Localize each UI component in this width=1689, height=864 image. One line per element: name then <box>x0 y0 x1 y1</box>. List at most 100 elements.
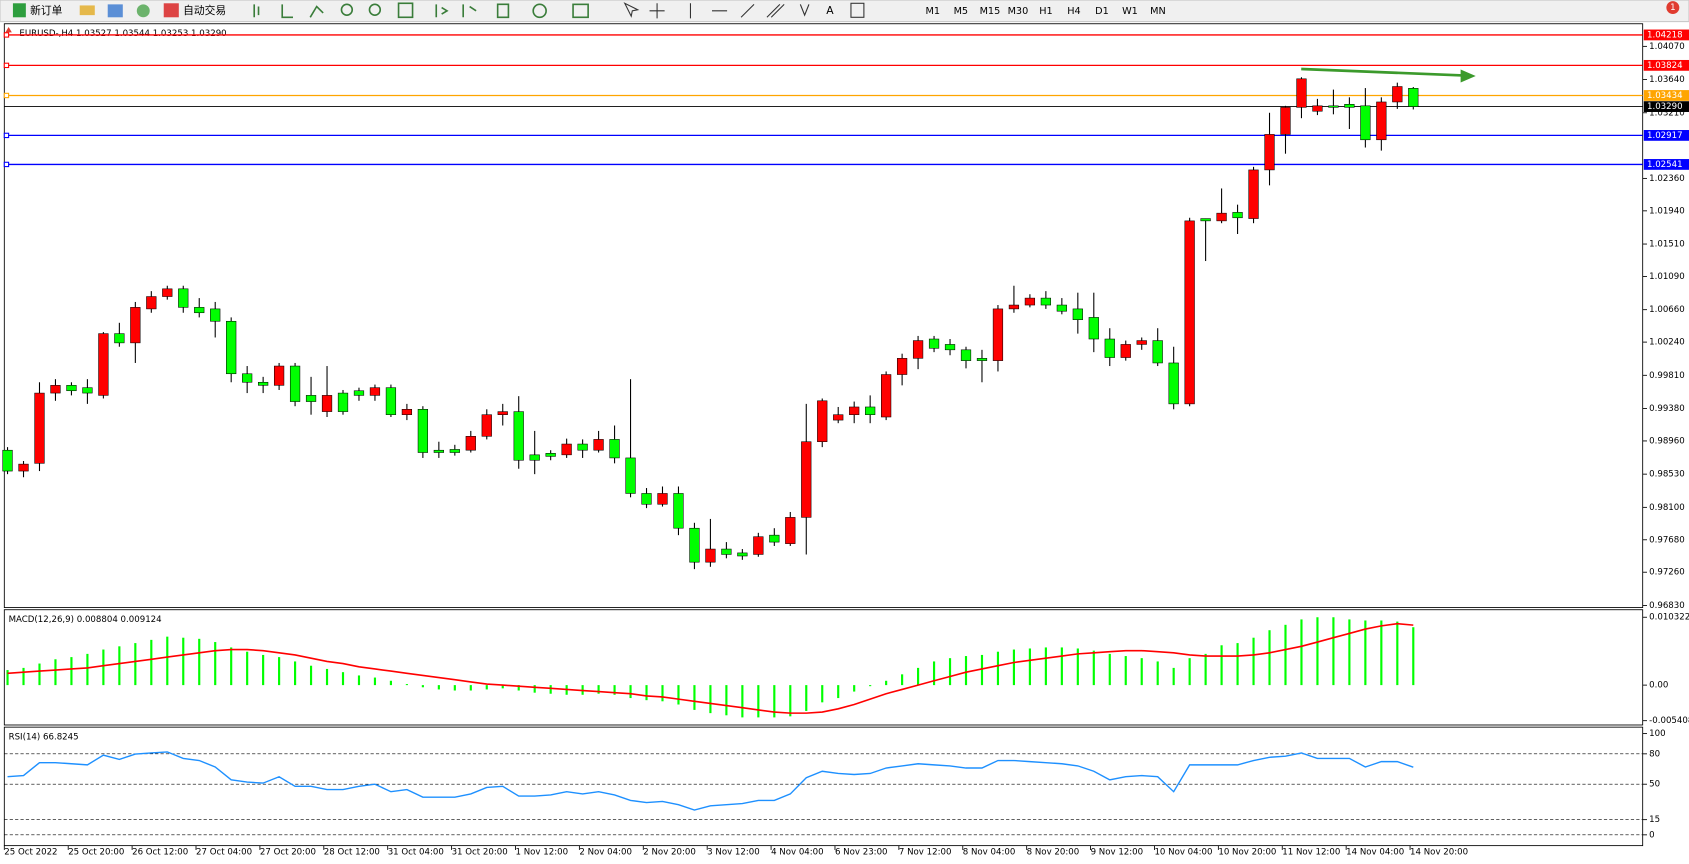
auto-trading-icon[interactable] <box>163 3 179 18</box>
macd-bar <box>1028 648 1031 686</box>
macd-bar <box>86 653 89 686</box>
macd-bar <box>453 685 456 691</box>
candle-body <box>561 443 572 456</box>
toolbar-icon[interactable] <box>136 4 150 18</box>
x-tick-label: 2 Nov 20:00 <box>643 848 696 858</box>
candle-body <box>1168 362 1179 405</box>
x-tick-label: 1 Nov 12:00 <box>515 848 568 858</box>
macd-bar <box>118 646 121 686</box>
macd-bar <box>278 657 281 686</box>
y-tick-label: 0.98530 <box>1649 470 1685 480</box>
macd-bar <box>1396 621 1399 686</box>
trend-arrow <box>1301 67 1476 83</box>
candle-body <box>769 534 780 543</box>
text-label-icon[interactable] <box>850 2 865 18</box>
macd-bar <box>533 685 536 693</box>
macd-bar <box>1364 620 1367 686</box>
timeframe-button[interactable]: H1 <box>1039 6 1052 17</box>
rsi-title: RSI(14) 66.8245 <box>9 732 79 742</box>
level-label: 1.02917 <box>1647 131 1683 141</box>
rsi-panel <box>3 726 1644 847</box>
macd-bar <box>22 667 25 686</box>
y-tick-label: 80 <box>1649 749 1660 759</box>
macd-bar <box>1412 627 1415 686</box>
chart-title: EURUSD-,H4 1.03527 1.03544 1.03253 1.032… <box>19 29 226 39</box>
timeframe-button[interactable]: M30 <box>1008 6 1029 17</box>
macd-bar <box>948 658 952 686</box>
candle-body <box>497 411 508 415</box>
x-tick-label: 28 Oct 12:00 <box>324 848 380 858</box>
tile-icon[interactable] <box>397 2 414 19</box>
zoom-in-icon[interactable] <box>340 3 354 16</box>
toolbar-icons[interactable] <box>253 2 589 19</box>
macd-bar <box>182 637 185 686</box>
macd-bar <box>6 670 9 686</box>
candle-body <box>1328 105 1339 108</box>
macd-bar <box>901 674 904 686</box>
timeframe-button[interactable]: M1 <box>926 6 941 17</box>
timeframe-button[interactable]: H4 <box>1067 6 1080 17</box>
candle-body <box>865 406 876 415</box>
auto-trading-button[interactable]: 自动交易 <box>183 4 226 17</box>
toolbar-bg <box>0 0 1689 23</box>
y-tick-label: 0.010322 <box>1649 613 1689 623</box>
text-tool-icon[interactable]: A <box>826 4 834 17</box>
candle-body <box>1264 134 1275 171</box>
candle-body <box>18 463 29 472</box>
notification-badge[interactable] <box>1666 1 1680 15</box>
timeframe-button[interactable]: D1 <box>1095 6 1109 17</box>
macd-bar <box>405 684 408 686</box>
candle-body <box>753 536 764 555</box>
new-order-button[interactable]: 新订单 <box>30 4 63 17</box>
macd-bar <box>1300 619 1303 686</box>
toolbar-icon[interactable] <box>79 5 95 16</box>
macd-bar <box>1380 620 1383 686</box>
tool-icons[interactable] <box>623 2 810 19</box>
y-tick-label: 1.00240 <box>1649 338 1685 348</box>
timeframe-button[interactable]: MN <box>1150 6 1166 17</box>
toolbar: 新订单 自动交易 A M1 M5 M15 M30 H1 H4 D1 W1 MN 1 <box>0 0 1689 23</box>
candle-body <box>210 308 221 322</box>
x-tick-label: 27 Oct 20:00 <box>260 848 316 858</box>
macd-bar <box>501 685 504 689</box>
timeframe-button[interactable]: M5 <box>954 6 969 17</box>
drawing-tools[interactable] <box>623 2 865 19</box>
y-tick-label: 1.04070 <box>1649 42 1685 52</box>
candle-body <box>992 308 1004 361</box>
candle-body <box>1104 338 1115 358</box>
x-tick-label: 4 Nov 04:00 <box>771 848 824 858</box>
level-handle <box>3 92 10 99</box>
macd-bar <box>1140 658 1143 686</box>
level-label-bg <box>1643 59 1689 71</box>
timeframe-button[interactable]: M15 <box>980 6 1001 17</box>
macd-bar <box>741 685 744 718</box>
chart-type-icons[interactable] <box>253 4 324 19</box>
level-label-bg <box>1643 29 1689 41</box>
toolbar-icon[interactable] <box>107 4 123 18</box>
macd-bar <box>1156 661 1159 686</box>
macd-bar <box>932 661 936 686</box>
y-tick-label: 0.00 <box>1649 681 1668 691</box>
candle-body <box>1136 340 1147 345</box>
rsi-line <box>7 751 1414 811</box>
macd-bar <box>917 667 920 686</box>
macd-bar <box>980 654 984 686</box>
candle-body <box>50 385 61 394</box>
new-order-icon[interactable] <box>12 3 26 18</box>
periods-icon[interactable] <box>532 3 547 19</box>
x-tick-label: 31 Oct 20:00 <box>452 848 508 858</box>
macd-bar <box>1060 647 1063 686</box>
notification-count[interactable]: 1 <box>1670 3 1675 13</box>
timeframe-button[interactable]: W1 <box>1122 6 1138 17</box>
candle-body <box>529 454 540 461</box>
zoom-out-icon[interactable] <box>368 3 382 16</box>
scroll-icons[interactable] <box>435 3 510 19</box>
candle-body <box>1072 308 1083 320</box>
templates-icon[interactable] <box>572 3 589 19</box>
x-tick-label: 8 Nov 20:00 <box>1027 848 1080 858</box>
level-handle <box>3 132 10 139</box>
candle-body <box>801 441 812 518</box>
candle-body <box>960 349 972 361</box>
candle-body <box>625 457 636 494</box>
